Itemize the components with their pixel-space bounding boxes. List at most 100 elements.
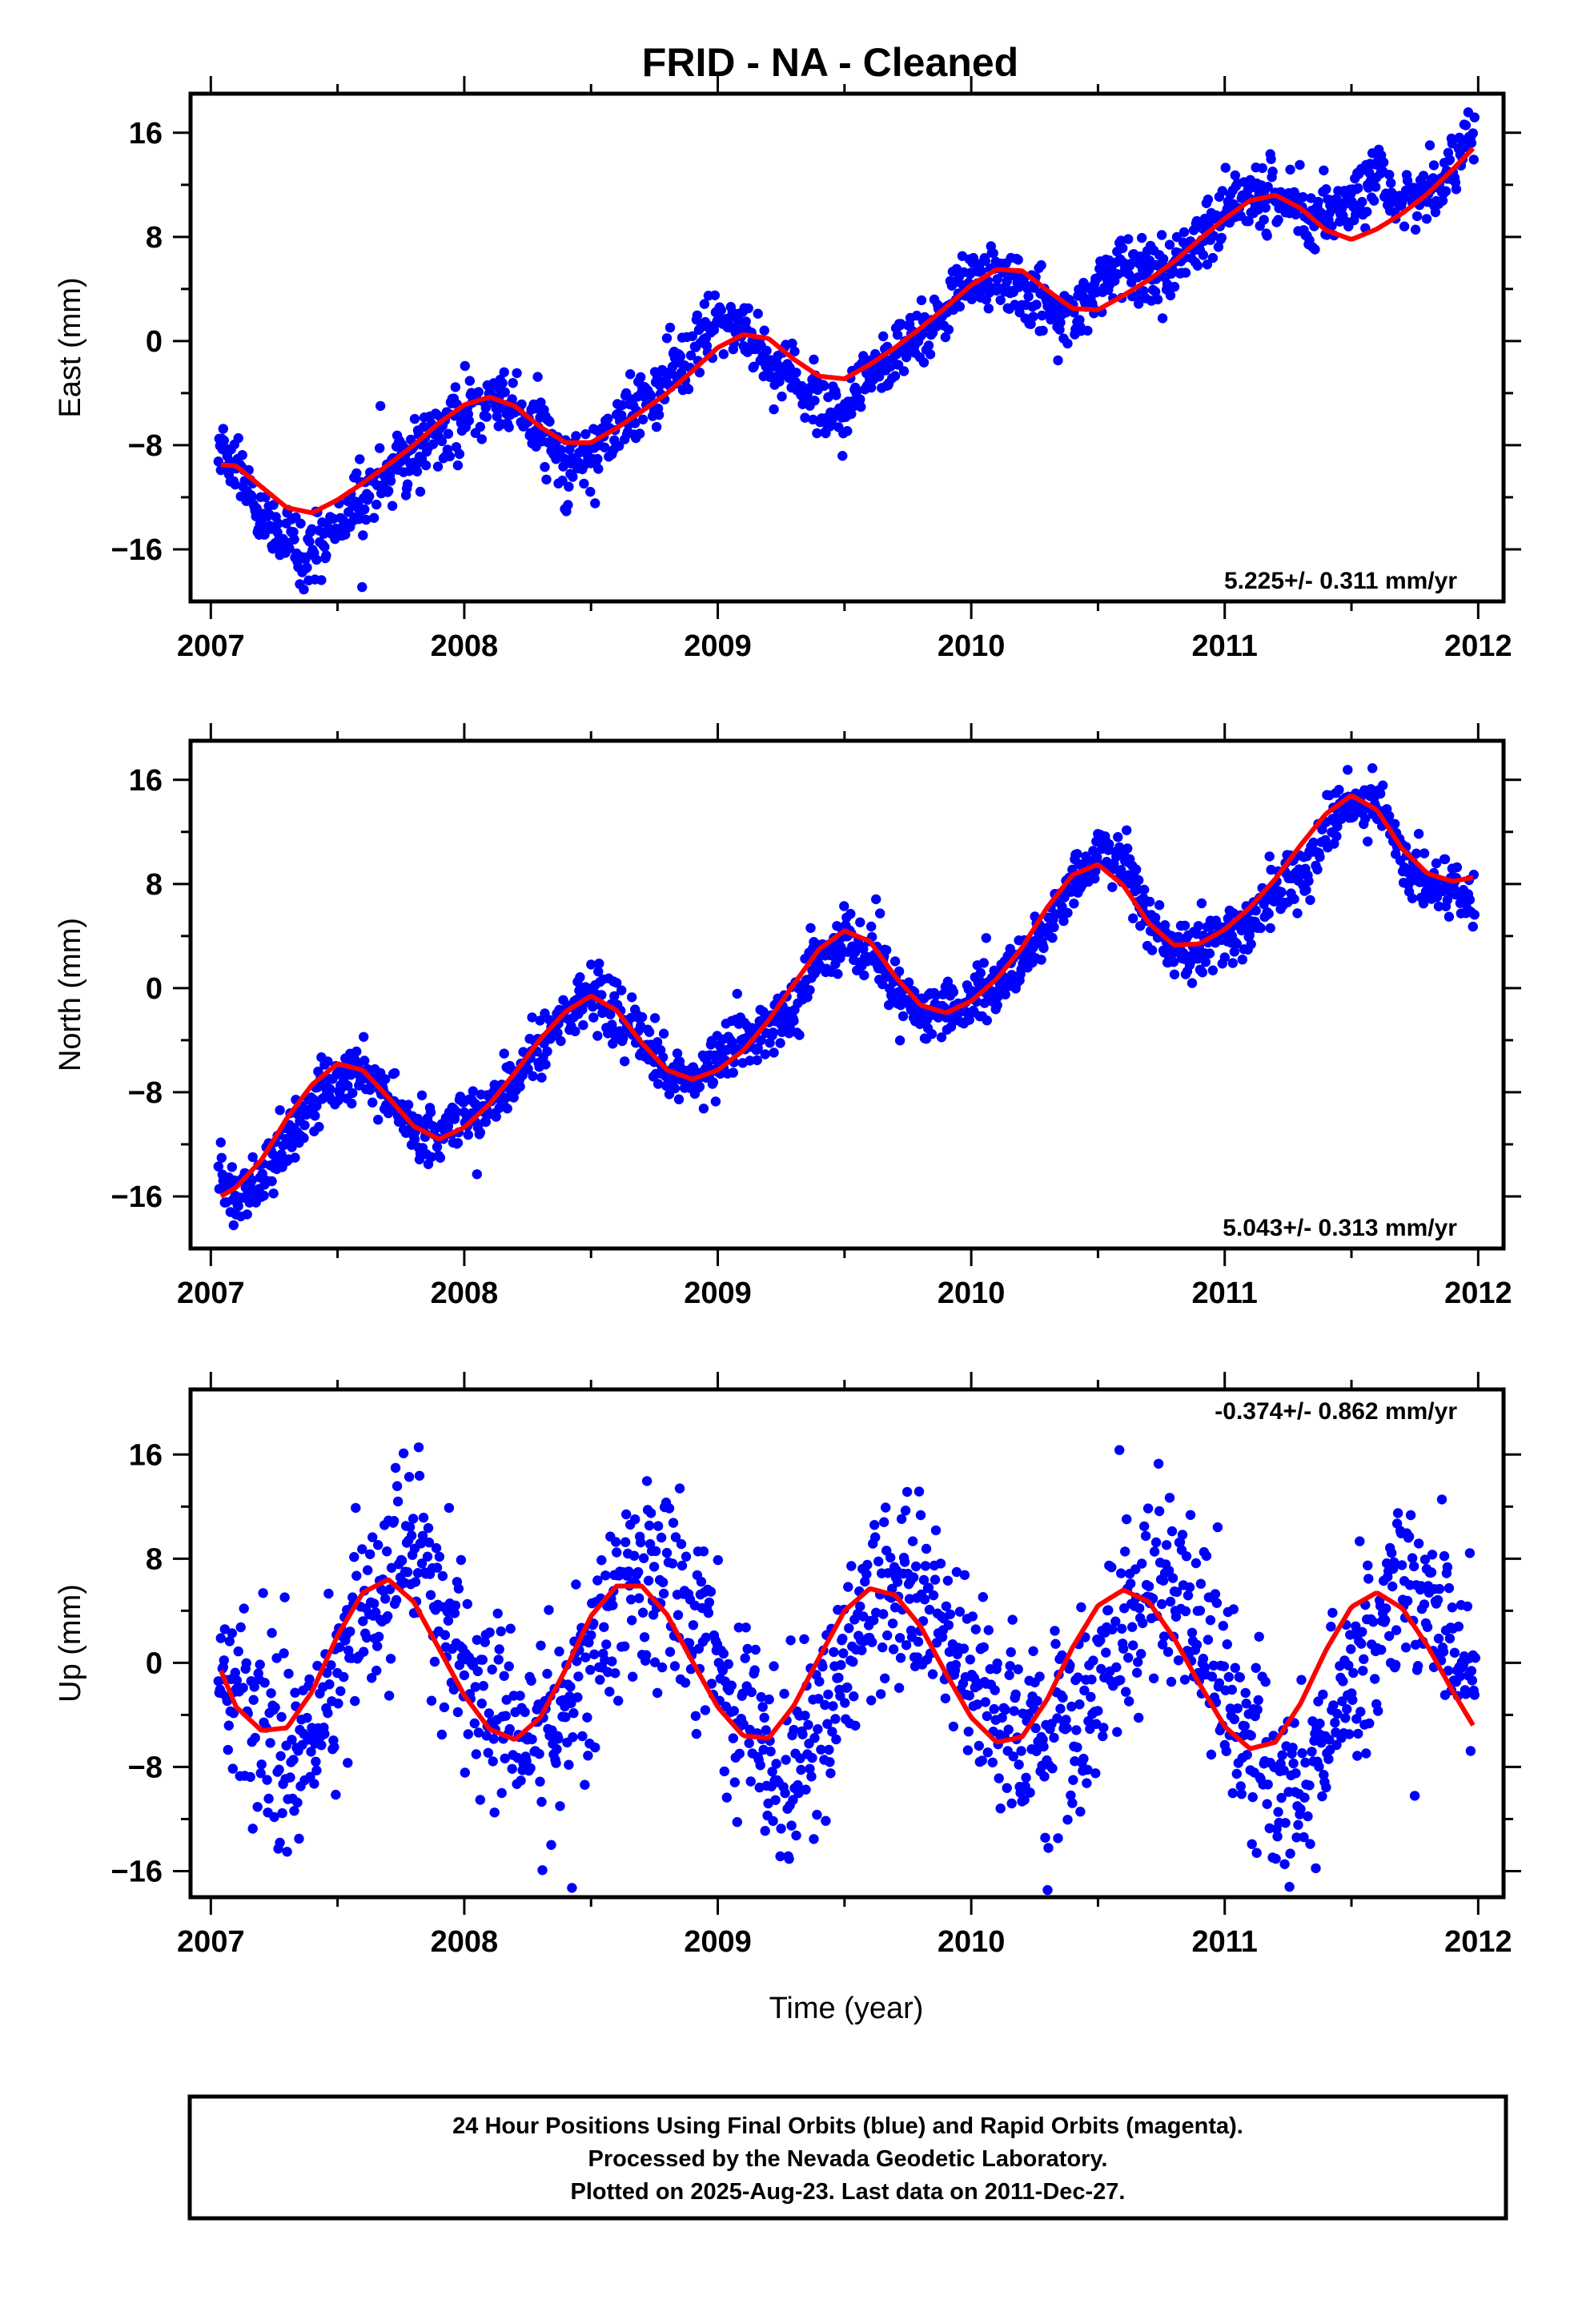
data-point — [566, 1698, 576, 1708]
data-point — [282, 1847, 292, 1857]
data-point — [1246, 1731, 1256, 1741]
data-point — [977, 1755, 988, 1766]
y-tick-label: 16 — [129, 1438, 163, 1472]
data-point — [1157, 1639, 1168, 1650]
data-point — [502, 1104, 512, 1114]
data-point — [230, 479, 240, 490]
data-point — [982, 1015, 993, 1026]
data-point — [1107, 1624, 1118, 1634]
data-point — [827, 1727, 837, 1737]
data-point — [1055, 317, 1066, 328]
data-point — [718, 349, 729, 360]
data-point — [590, 498, 600, 509]
data-point — [250, 1732, 260, 1743]
data-point — [716, 305, 726, 316]
data-point — [1264, 1823, 1275, 1834]
data-point — [359, 1647, 369, 1657]
data-point — [1047, 1763, 1058, 1774]
data-point — [1220, 163, 1231, 173]
data-point — [1262, 1799, 1272, 1809]
data-point — [299, 584, 309, 595]
panel-north: 2007 2008 2009 2010 2011 2012 −16 −8 0 8 16 North (… — [54, 723, 1521, 1310]
data-point — [440, 1630, 451, 1640]
data-point — [1050, 1626, 1060, 1636]
data-point — [741, 1622, 751, 1633]
data-point — [634, 1593, 644, 1603]
data-point — [323, 1588, 334, 1599]
data-point — [323, 1056, 333, 1067]
data-point — [959, 1570, 970, 1581]
data-point — [673, 1094, 685, 1104]
data-point — [1055, 1703, 1066, 1714]
data-point — [374, 1631, 384, 1642]
data-points — [213, 107, 1480, 595]
data-point — [1315, 851, 1325, 862]
data-point — [728, 1068, 738, 1078]
data-point — [1251, 1848, 1262, 1858]
data-point — [218, 424, 228, 434]
plot-frame — [188, 1387, 1506, 1900]
data-point — [945, 1609, 956, 1620]
data-point — [916, 295, 927, 306]
data-point — [1118, 1643, 1129, 1654]
data-point — [636, 372, 646, 383]
x-tick-label: 2010 — [938, 1277, 1006, 1310]
data-point — [1169, 969, 1180, 980]
data-points — [213, 1442, 1481, 1896]
data-point — [1227, 1787, 1239, 1799]
data-point — [1186, 1627, 1198, 1638]
data-point — [1049, 1732, 1059, 1743]
data-point — [892, 1577, 903, 1587]
data-point — [1021, 1772, 1031, 1783]
data-point — [813, 1724, 823, 1735]
data-point — [1005, 1661, 1015, 1671]
data-point — [536, 1796, 547, 1807]
data-point — [1299, 1792, 1310, 1803]
data-point — [878, 331, 889, 342]
data-point — [1304, 1780, 1315, 1791]
data-point — [1276, 887, 1287, 898]
y-tick-label: 8 — [146, 868, 163, 902]
data-point — [311, 1756, 321, 1767]
data-point — [1216, 232, 1227, 243]
data-point — [1133, 1657, 1143, 1667]
data-point — [496, 1787, 507, 1799]
data-point — [319, 541, 330, 553]
data-point — [1232, 1703, 1243, 1714]
data-point — [247, 1152, 258, 1163]
data-point — [1355, 1536, 1365, 1546]
data-point — [383, 1691, 395, 1701]
data-point — [994, 1773, 1004, 1783]
data-point — [652, 1521, 664, 1531]
data-point — [468, 1086, 478, 1096]
data-point — [515, 1691, 525, 1701]
data-point — [499, 1048, 509, 1059]
data-point — [1000, 989, 1010, 1000]
data-point — [1431, 858, 1442, 869]
data-point — [275, 1837, 285, 1848]
data-point — [1158, 254, 1169, 264]
data-point — [404, 1472, 415, 1482]
data-point — [1242, 1750, 1252, 1760]
data-point — [611, 1537, 621, 1547]
data-point — [858, 943, 869, 954]
data-point — [1287, 1743, 1298, 1753]
data-point — [1230, 1663, 1241, 1673]
data-point — [1390, 818, 1400, 829]
data-point — [1376, 1644, 1387, 1655]
data-point — [436, 1729, 448, 1740]
data-point — [1002, 1783, 1012, 1793]
data-point — [1068, 1775, 1078, 1785]
data-point — [626, 1594, 636, 1605]
data-point — [1207, 1671, 1218, 1682]
data-point — [755, 1760, 765, 1771]
data-point — [1154, 1506, 1165, 1517]
data-point — [1219, 1661, 1230, 1671]
data-point — [740, 1653, 750, 1663]
data-point — [784, 1854, 794, 1864]
data-point — [1028, 1646, 1038, 1656]
data-point — [582, 1712, 592, 1723]
data-point — [595, 1675, 605, 1685]
y-tick-label: −16 — [111, 1855, 163, 1888]
data-point — [1032, 1695, 1042, 1707]
